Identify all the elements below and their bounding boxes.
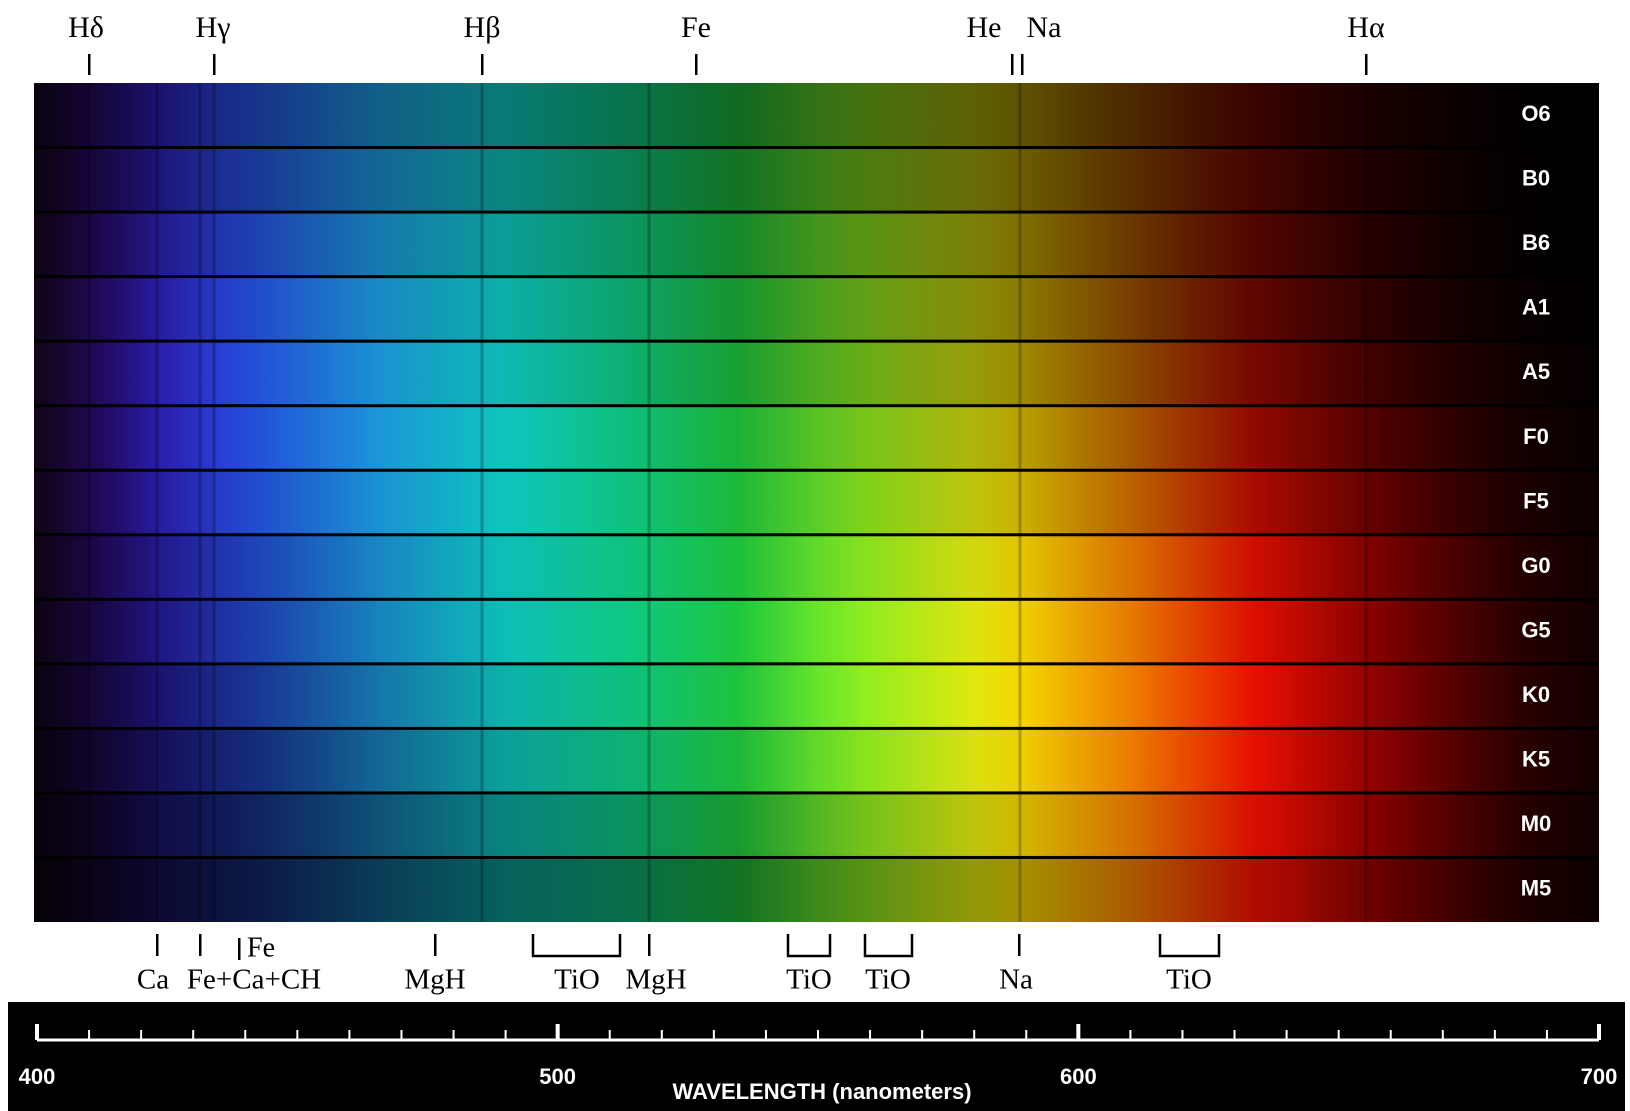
feature-label: MgH [404, 964, 465, 996]
spectral-class-label: A5 [1522, 359, 1550, 384]
feature-label: Fe [247, 932, 275, 963]
row-separator [34, 533, 1599, 536]
spectrum-row-shade [34, 470, 1599, 535]
spectral-class-label: M5 [1521, 876, 1552, 901]
line-tick [88, 54, 91, 75]
feature-bracket [865, 934, 912, 956]
row-separator [34, 469, 1599, 472]
feature-label: Na [999, 964, 1033, 996]
row-separator [34, 856, 1599, 859]
feature-label: Ca [137, 964, 169, 996]
stellar-spectra-figure: O6 B0 B6 A1 A5 F0 F5 G0 G5 K0 K5 M0 M5 Hδ Hγ Hβ Fe He Na H… [0, 0, 1630, 1111]
line-label: Na [1027, 11, 1062, 44]
feature-tick [648, 934, 651, 956]
feature-label: TiO [554, 964, 600, 996]
spectral-class-label: B6 [1522, 230, 1550, 255]
line-label: Hα [1347, 11, 1385, 44]
feature-tick [1018, 934, 1021, 956]
spectral-class-label: F5 [1523, 488, 1549, 513]
line-label: He [967, 11, 1002, 44]
row-separator [34, 146, 1599, 149]
line-tick [481, 54, 484, 75]
feature-bracket [533, 934, 620, 956]
spectrum-row-shade [34, 728, 1599, 793]
spectrum-row-shade [34, 212, 1599, 277]
spectrum-row-shade [34, 535, 1599, 600]
spectral-class-label: M0 [1521, 811, 1552, 836]
line-tick [1021, 54, 1024, 75]
spectrum-row-shade [34, 406, 1599, 471]
spectral-class-label: O6 [1521, 101, 1550, 126]
spectrum-row-shade [34, 277, 1599, 342]
line-label: Hβ [464, 11, 501, 44]
spectrum-row-shade [34, 341, 1599, 406]
feature-tick [434, 934, 437, 956]
absorption-line [1365, 83, 1368, 922]
row-separator [34, 727, 1599, 730]
spectrum-row-shade [34, 857, 1599, 922]
feature-bracket [1160, 934, 1219, 956]
row-separator [34, 275, 1599, 278]
absorption-line [481, 83, 484, 922]
tick-label: 500 [539, 1064, 576, 1089]
feature-label: MgH [625, 964, 686, 996]
spectral-class-label: K0 [1522, 682, 1550, 707]
feature-label: TiO [1166, 964, 1212, 996]
feature-tick [199, 934, 202, 956]
spectrum-row-shade [34, 793, 1599, 858]
feature-label: Fe+Ca+CH [187, 964, 321, 996]
row-separator [34, 404, 1599, 407]
row-separator [34, 791, 1599, 794]
row-separator [34, 662, 1599, 665]
absorption-line [213, 83, 216, 922]
spectral-class-label: G0 [1521, 553, 1550, 578]
line-tick [1365, 54, 1368, 75]
tick-label: 400 [19, 1064, 56, 1089]
spectrum-row-shade [34, 664, 1599, 729]
feature-tick [238, 938, 241, 960]
spectral-class-label: K5 [1522, 746, 1550, 771]
row-separator [34, 598, 1599, 601]
spectral-class-label: B0 [1522, 166, 1550, 191]
line-label: Fe [681, 11, 711, 44]
line-label: Hδ [68, 11, 104, 44]
row-separator [34, 340, 1599, 343]
axis-title: WAVELENGTH (nanometers) [672, 1079, 971, 1104]
spectrum-row-shade [34, 83, 1599, 148]
spectral-class-label: F0 [1523, 424, 1549, 449]
spectral-class-label: A1 [1522, 295, 1550, 320]
feature-label: TiO [786, 964, 832, 996]
row-separator [34, 211, 1599, 214]
line-tick [695, 54, 698, 75]
absorption-line [88, 83, 91, 922]
absorption-line [199, 83, 202, 922]
spectrum-row-shade [34, 599, 1599, 664]
tick-label: 600 [1060, 1064, 1097, 1089]
tick-label: 700 [1581, 1064, 1618, 1089]
feature-label: TiO [865, 964, 911, 996]
spectrum-row-shade [34, 148, 1599, 213]
line-label: Hγ [196, 11, 231, 44]
feature-bracket [788, 934, 830, 956]
feature-tick [156, 934, 159, 956]
absorption-line [1019, 83, 1022, 922]
spectral-class-label: G5 [1521, 617, 1550, 642]
absorption-line [156, 83, 159, 922]
line-tick [213, 54, 216, 75]
line-tick [1011, 54, 1014, 75]
absorption-line [648, 83, 651, 922]
